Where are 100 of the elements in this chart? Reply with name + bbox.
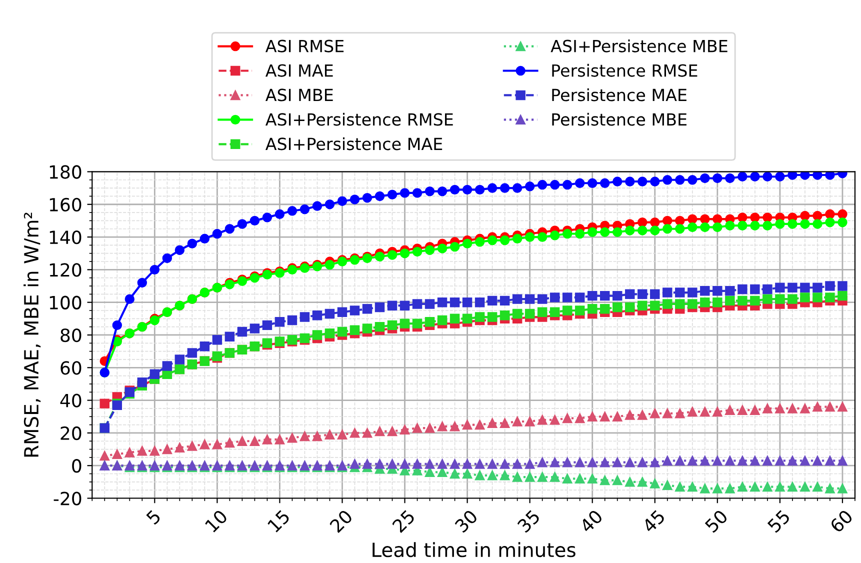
point — [650, 478, 660, 488]
legend-label: ASI MAE — [265, 64, 333, 77]
y-tick-label: 0 — [72, 459, 82, 473]
point — [362, 459, 372, 469]
x-tick-label: 25 — [392, 509, 416, 534]
legend-label: ASI MBE — [265, 88, 333, 102]
point — [262, 320, 272, 330]
point — [812, 210, 822, 221]
point — [800, 456, 810, 466]
point — [287, 315, 298, 326]
y-tick-label: 60 — [60, 361, 82, 375]
point — [838, 402, 848, 412]
point — [638, 289, 648, 300]
point — [762, 294, 772, 304]
point — [712, 222, 722, 232]
point — [775, 172, 785, 182]
point — [462, 459, 472, 469]
point — [750, 220, 760, 230]
point — [500, 418, 510, 428]
point — [650, 226, 660, 236]
point — [725, 405, 735, 415]
point — [738, 456, 748, 466]
point — [312, 431, 322, 442]
point — [274, 317, 285, 327]
point — [800, 210, 810, 221]
y-tick-label: 20 — [60, 426, 82, 440]
point — [412, 423, 422, 433]
y-tick-label: -20 — [54, 492, 82, 506]
point — [612, 475, 622, 486]
y-tick-label: 160 — [50, 198, 82, 212]
point — [150, 264, 160, 275]
point — [600, 290, 610, 301]
point — [825, 402, 835, 412]
point — [350, 306, 360, 316]
point — [512, 183, 522, 193]
point — [600, 178, 610, 188]
point — [700, 173, 710, 184]
point — [300, 312, 310, 322]
point — [250, 216, 260, 226]
point — [437, 244, 448, 254]
point — [487, 418, 498, 428]
point — [324, 328, 335, 338]
point — [688, 288, 698, 298]
point — [512, 234, 522, 244]
point — [712, 406, 722, 417]
point — [700, 222, 710, 232]
point — [212, 440, 222, 450]
point — [212, 335, 222, 345]
point — [500, 183, 510, 193]
point — [137, 446, 148, 456]
point — [437, 186, 448, 196]
point — [474, 184, 485, 195]
point — [612, 176, 622, 186]
point — [750, 456, 760, 466]
point — [612, 302, 622, 312]
point — [250, 436, 260, 446]
x-tick-label: 30 — [454, 509, 478, 534]
point — [224, 224, 235, 234]
y-tick-label: 80 — [60, 328, 82, 342]
point — [587, 412, 598, 422]
legend-label: ASI+Persistence RMSE — [265, 112, 453, 126]
point — [350, 459, 360, 469]
point — [662, 216, 672, 226]
point — [638, 176, 648, 186]
point — [437, 422, 448, 432]
point — [788, 294, 798, 304]
x-tick-label: 50 — [704, 509, 728, 534]
point — [725, 484, 735, 494]
point — [462, 468, 472, 479]
point — [312, 310, 322, 320]
point — [162, 253, 172, 264]
point — [662, 224, 672, 234]
point — [700, 456, 710, 466]
point — [462, 314, 472, 324]
point — [362, 324, 372, 334]
point — [500, 296, 510, 306]
point — [738, 284, 748, 294]
point — [400, 318, 410, 328]
point — [625, 457, 635, 468]
point — [688, 214, 698, 224]
x-tick-label: 20 — [329, 509, 354, 534]
point — [374, 459, 385, 469]
point — [638, 410, 648, 420]
x-tick-label: 10 — [204, 509, 228, 533]
point — [638, 226, 648, 236]
point — [374, 252, 385, 262]
point — [788, 456, 798, 466]
point — [738, 172, 748, 182]
point — [712, 173, 722, 184]
point — [524, 459, 535, 469]
point — [462, 420, 472, 430]
point — [562, 228, 572, 239]
point — [562, 457, 572, 468]
point — [574, 474, 585, 484]
point — [487, 296, 498, 306]
point — [362, 304, 372, 314]
point — [274, 434, 285, 444]
point — [550, 292, 560, 302]
point — [812, 402, 822, 412]
point — [424, 299, 435, 309]
